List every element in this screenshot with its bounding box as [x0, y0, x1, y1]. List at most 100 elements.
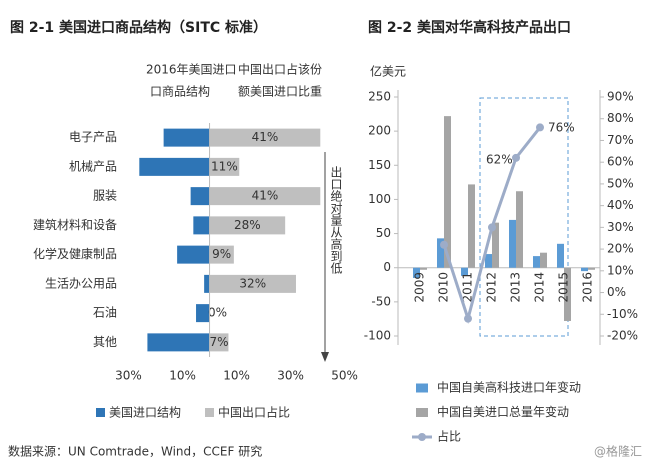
y2-tick-label: -10% [607, 307, 638, 321]
line-marker [440, 240, 448, 249]
bar [413, 267, 420, 278]
bar [209, 157, 240, 176]
bar [193, 216, 210, 235]
category-label: 建筑材料和设备 [33, 217, 117, 232]
bar [516, 191, 523, 268]
y2-tick-label: 80% [607, 111, 634, 125]
category-label: 石油 [93, 306, 117, 320]
x-tick-label: 2011 [461, 272, 475, 303]
header: 额美国进口比重 [238, 85, 322, 99]
bar [209, 274, 296, 293]
y-tick-label: -100 [364, 329, 391, 343]
source: 数据来源：UN Comtrade，Wind，CCEF 研究 [8, 444, 262, 459]
annotation: 62% [486, 153, 513, 167]
bar [581, 267, 588, 272]
data-label: 0% [208, 306, 227, 320]
legend-swatch [96, 408, 105, 417]
y-tick-label: 200 [368, 124, 391, 138]
x-tick-label: 2012 [485, 272, 499, 303]
x-tick-label: 30% [277, 369, 304, 383]
bar [204, 274, 210, 293]
header: 口商品结构 [150, 84, 210, 99]
bar [147, 333, 210, 352]
y2-tick-label: 30% [607, 220, 634, 234]
y-tick-label: 100 [368, 192, 391, 206]
annotation: 出口绝对量从高到低 [329, 166, 343, 275]
data-label: 7% [209, 335, 228, 349]
bar [461, 267, 468, 276]
category-label: 机械产品 [69, 158, 117, 173]
legend-label: 中国自美高科技进口年变动 [437, 380, 581, 395]
x-tick-label: 2010 [437, 272, 451, 303]
y2-tick-label: 20% [607, 242, 634, 256]
x-tick-label: 2016 [581, 272, 595, 303]
y2-tick-label: 90% [607, 90, 634, 104]
data-label: 41% [252, 130, 279, 144]
watermark: @格隆汇 [594, 444, 642, 459]
y-tick-label: 250 [368, 90, 391, 104]
bar [209, 245, 234, 264]
y2-tick-label: 10% [607, 263, 634, 277]
line-marker [488, 223, 496, 232]
x-tick-label: 10% [169, 369, 196, 383]
y-tick-label: 0 [383, 260, 391, 274]
y2-tick-label: 70% [607, 133, 634, 147]
legend-swatch [418, 433, 426, 441]
legend-label: 美国进口结构 [109, 405, 181, 420]
bar [588, 267, 595, 270]
highlight-box [479, 97, 569, 337]
chart-title: 图 2-1 美国进口商品结构（SITC 标准） [10, 19, 267, 36]
line-marker [464, 314, 472, 323]
bar [209, 333, 229, 352]
data-label: 41% [252, 189, 279, 203]
bar [444, 116, 451, 268]
bar [177, 245, 210, 264]
data-label: 9% [212, 247, 231, 261]
bar [420, 267, 427, 270]
x-tick-label: 50% [331, 369, 358, 383]
y2-tick-label: 60% [607, 155, 634, 169]
x-tick-label: 2013 [509, 272, 523, 303]
arrow-head [321, 352, 329, 362]
data-label: 32% [239, 276, 266, 290]
chart-title: 图 2-2 美国对华高科技产品出口 [368, 19, 571, 36]
bar [485, 254, 492, 268]
header: 2016年美国进口 [146, 63, 237, 77]
bar [564, 267, 571, 321]
category-label: 其他 [93, 335, 117, 349]
y2-tick-label: -20% [607, 329, 638, 343]
bar [468, 184, 475, 268]
bar [540, 252, 547, 268]
y2-tick-label: 0% [607, 285, 626, 299]
bar [190, 187, 210, 206]
bar [437, 238, 444, 268]
header: 中国出口占该份 [238, 62, 322, 77]
x-tick-label: 2014 [533, 272, 547, 303]
line-marker [536, 123, 544, 132]
category-label: 电子产品 [69, 130, 117, 144]
bar [533, 256, 540, 268]
y-axis-label: 亿美元 [370, 64, 406, 79]
bar [492, 222, 499, 268]
annotation: 76% [548, 121, 575, 135]
legend-swatch [416, 383, 428, 393]
bar [557, 243, 564, 268]
bar [139, 157, 210, 176]
bar [196, 304, 210, 323]
data-label: 11% [211, 159, 238, 173]
line-marker [512, 153, 520, 162]
legend-label: 中国出口占比 [218, 405, 290, 420]
bar [509, 219, 516, 268]
data-label: 28% [234, 218, 261, 232]
x-tick-label: 2009 [413, 272, 427, 303]
x-tick-label: 2015 [557, 272, 571, 303]
bar [209, 187, 321, 206]
category-label: 化学及健康制品 [33, 246, 117, 261]
category-label: 服装 [93, 189, 117, 203]
y-tick-label: 150 [368, 158, 391, 172]
x-tick-label: 10% [223, 369, 250, 383]
bar [209, 216, 286, 235]
legend-label: 中国自美进口总量年变动 [437, 404, 569, 419]
